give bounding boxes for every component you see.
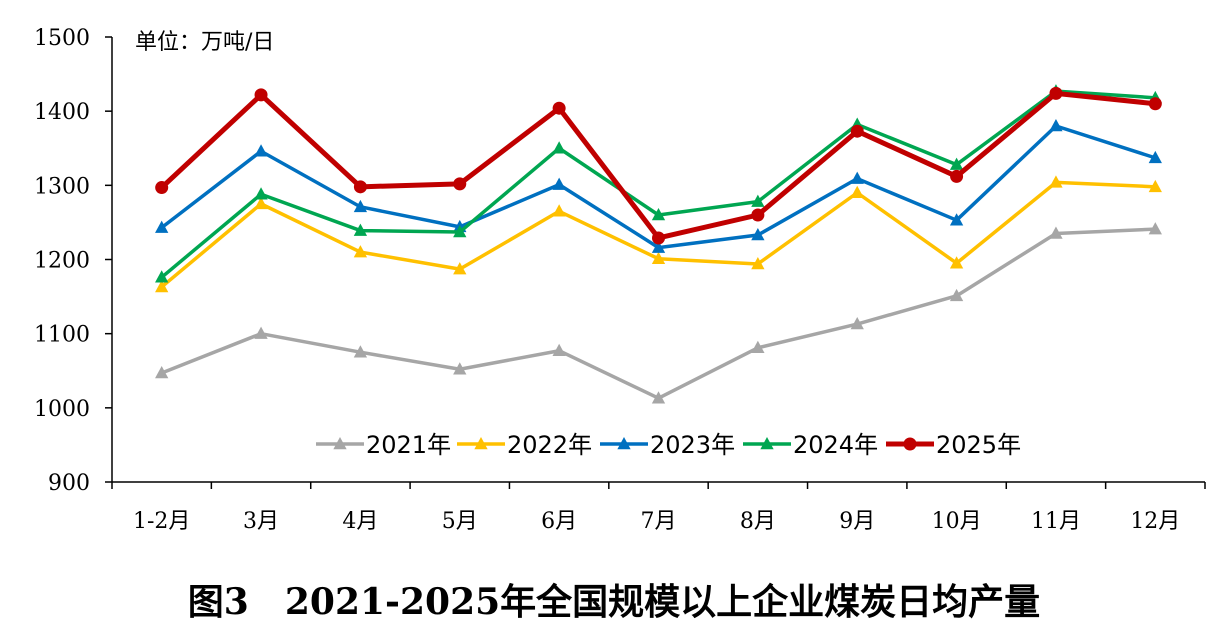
data-point [751, 228, 765, 241]
data-point [1049, 119, 1063, 132]
legend-item: 2021年 [316, 431, 451, 459]
data-point [254, 196, 268, 210]
data-point [453, 362, 467, 375]
legend: 2021年 2022年 2023年 2024年 2025年 [316, 431, 1021, 459]
legend-label: 2023年 [650, 431, 735, 459]
x-tick-label: 9月 [839, 509, 875, 534]
data-point [453, 262, 467, 275]
legend-marker [760, 437, 774, 450]
y-tick-label: 1300 [34, 174, 90, 199]
legend-marker [333, 437, 347, 450]
data-point [652, 231, 665, 245]
data-point [651, 240, 666, 253]
data-point [751, 256, 765, 270]
data-point [254, 187, 268, 200]
legend-marker [617, 437, 631, 450]
unit-label: 单位：万吨/日 [135, 30, 274, 55]
data-point [850, 185, 864, 198]
data-point [1148, 179, 1162, 193]
data-point [949, 288, 964, 302]
y-tick-label: 1100 [34, 323, 90, 348]
data-point [552, 141, 566, 154]
data-point [1049, 86, 1063, 100]
data-point [254, 144, 268, 157]
x-tick-label: 5月 [442, 509, 478, 534]
data-point [552, 177, 566, 190]
data-point [155, 270, 169, 283]
x-tick-label: 7月 [641, 509, 677, 534]
legend-item: 2022年 [457, 431, 592, 459]
data-point [751, 340, 765, 354]
data-point [751, 208, 765, 222]
data-point [949, 256, 964, 269]
x-tick-label: 3月 [243, 509, 279, 534]
legend-item: 2025年 [886, 431, 1021, 459]
legend-item: 2024年 [743, 431, 878, 459]
data-point [353, 223, 368, 236]
data-point [453, 225, 467, 238]
data-point [850, 124, 864, 138]
data-point [1049, 175, 1063, 188]
y-tick-label: 1500 [34, 26, 90, 51]
x-tick-label: 11月 [1031, 509, 1081, 534]
legend-marker [474, 437, 488, 450]
x-tick-label: 8月 [740, 509, 776, 534]
legend-label: 2022年 [507, 431, 592, 459]
data-point [353, 345, 368, 358]
y-tick-label: 1400 [34, 100, 90, 125]
x-tick-label: 10月 [932, 509, 982, 534]
data-point [850, 171, 864, 184]
data-point [1148, 222, 1162, 235]
legend-label: 2021年 [366, 431, 451, 459]
legend-item: 2023年 [600, 431, 735, 459]
data-point [1148, 97, 1162, 111]
data-point [155, 279, 169, 293]
y-tick-label: 1200 [34, 249, 90, 274]
line-chart: 900 1000 1100 1200 1300 1400 1500 1-2月 3月 4月 5月 6月 7… [34, 26, 1206, 534]
series-layer [155, 84, 1162, 404]
series-2023年 [155, 119, 1162, 253]
data-point [751, 194, 765, 207]
data-point [254, 88, 268, 102]
data-point [1049, 226, 1063, 239]
legend-marker [903, 437, 917, 451]
data-point [353, 199, 368, 213]
data-point [651, 251, 666, 265]
data-point [254, 326, 268, 339]
series-2024年 [155, 84, 1162, 283]
data-point [353, 180, 367, 194]
x-tick-label: 6月 [541, 509, 577, 534]
data-point [651, 208, 666, 221]
data-point [850, 317, 864, 330]
data-point [552, 204, 566, 217]
axes: 900 1000 1100 1200 1300 1400 1500 1-2月 3月 4月 5月 6月 7… [34, 26, 1206, 534]
data-point [1148, 150, 1162, 164]
series-2025年 [155, 86, 1162, 245]
series-2022年 [155, 175, 1162, 293]
data-point [651, 391, 666, 404]
data-point [155, 181, 169, 195]
series-2021年 [155, 222, 1162, 404]
legend-label: 2025年 [936, 431, 1021, 459]
data-point [949, 213, 964, 226]
data-point [353, 245, 368, 258]
y-tick-label: 900 [48, 471, 90, 496]
data-point [552, 343, 566, 356]
data-point [155, 365, 169, 379]
data-point [950, 169, 964, 183]
x-tick-label: 1-2月 [133, 509, 190, 534]
x-tick-label: 4月 [342, 509, 378, 534]
data-point [552, 101, 566, 115]
legend-label: 2024年 [793, 431, 878, 459]
x-tick-label: 12月 [1130, 509, 1180, 534]
data-point [453, 177, 467, 191]
y-tick-label: 1000 [34, 397, 90, 422]
figure-caption: 图3 2021-2025年全国规模以上企业煤炭日均产量 [187, 581, 1041, 623]
data-point [155, 220, 169, 233]
data-point [949, 157, 964, 170]
